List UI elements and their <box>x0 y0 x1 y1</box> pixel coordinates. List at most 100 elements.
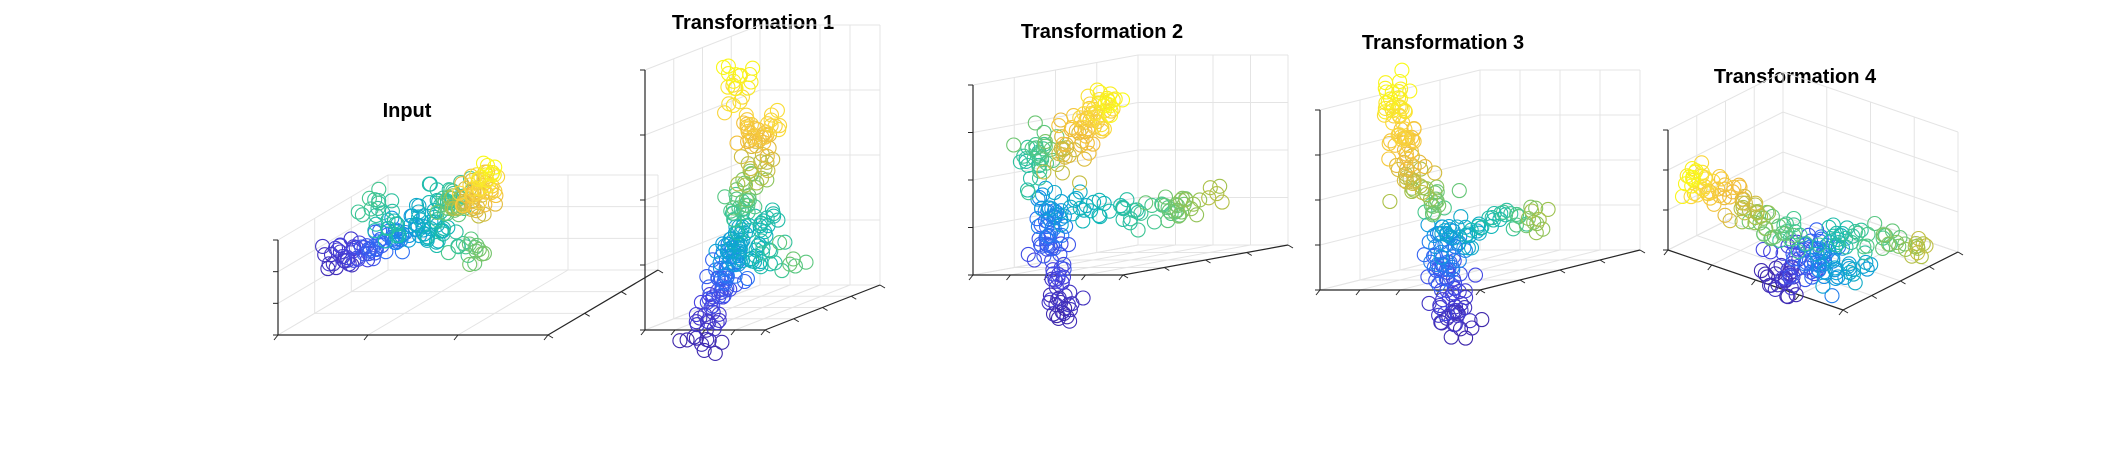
x-tick <box>1794 294 1800 301</box>
scatter-point <box>1797 256 1813 272</box>
scatter-point <box>1414 184 1430 201</box>
y-tick <box>1928 266 1935 270</box>
scatter-point <box>1433 244 1449 260</box>
scatter-point <box>679 332 695 348</box>
x-tick <box>543 334 549 341</box>
scatter-point <box>708 243 724 259</box>
x-tick <box>1395 289 1401 296</box>
scatter-point <box>787 258 803 274</box>
scatter-point <box>1034 201 1050 217</box>
scatter-point <box>1041 211 1057 227</box>
scatter-point <box>1425 198 1441 214</box>
scatter-point <box>384 203 400 219</box>
scatter-point <box>1053 217 1069 233</box>
scatter-point <box>701 291 717 307</box>
scatter-point <box>1048 273 1064 289</box>
scatter-point <box>1020 246 1036 262</box>
scatter-point <box>742 161 759 177</box>
scatter-point <box>1214 194 1230 210</box>
y-tick <box>1842 309 1849 314</box>
scatter-point <box>753 170 770 186</box>
scatter-point <box>384 210 400 226</box>
scatter-point <box>759 172 775 188</box>
x-tick <box>1707 264 1713 271</box>
scatter-point <box>1529 216 1545 232</box>
y-tick <box>879 284 886 289</box>
scatter-point <box>1171 208 1187 224</box>
scatter-point <box>1705 173 1721 189</box>
scatter-point <box>745 128 761 144</box>
scatter-points-transformation-1 <box>672 58 814 361</box>
scatter-point <box>1776 217 1792 234</box>
floor-grid-line <box>367 269 479 336</box>
scatter-point <box>1913 249 1929 265</box>
y-tick <box>1163 267 1170 271</box>
scatter-point <box>1144 197 1160 213</box>
scatter-point <box>1495 204 1512 220</box>
scatter-point <box>1423 254 1439 270</box>
panel-title-transformation-1: Transformation 1 <box>672 12 834 34</box>
scatter-point <box>1733 201 1749 217</box>
scatter-point <box>749 175 765 191</box>
panel-transformation-1: Transformation 1 <box>640 12 886 361</box>
scatter-point <box>1072 110 1088 126</box>
scatter-point <box>1474 312 1490 328</box>
scatter-point <box>1428 239 1444 255</box>
scatter-point <box>1684 178 1700 194</box>
scatter-point <box>1006 137 1022 153</box>
scatter-point <box>1406 159 1422 175</box>
scatter-point <box>1821 219 1837 235</box>
scatter-point <box>1086 194 1102 210</box>
scatter-point <box>1782 231 1798 247</box>
scatter-point <box>1786 227 1802 243</box>
panel-transformation-4: Transformation 4 <box>1663 66 1964 316</box>
scatter-point <box>730 176 746 192</box>
x-tick <box>1663 249 1669 256</box>
scatter-point <box>1030 218 1046 235</box>
scatter-point <box>753 215 769 231</box>
scatter-point <box>694 336 710 352</box>
scatter-point <box>703 299 719 315</box>
scatter-point <box>1828 270 1844 286</box>
y-tick <box>764 329 771 334</box>
scatter-point <box>1463 222 1479 238</box>
scatter-point <box>1392 73 1408 90</box>
scatter-point <box>1080 88 1096 104</box>
scatter-points-transformation-4 <box>1674 155 1934 305</box>
scatter-point <box>1467 267 1484 283</box>
scatter-point <box>1803 264 1819 280</box>
scatter-point <box>705 252 721 268</box>
scatter-point <box>751 256 767 272</box>
scatter-point <box>753 233 769 249</box>
scatter-point <box>761 242 778 258</box>
scatter-point <box>353 239 369 255</box>
scatter-point <box>1437 223 1453 239</box>
scatter-point <box>487 196 503 212</box>
scatter-point <box>1915 236 1931 252</box>
y-tick <box>1639 249 1646 254</box>
scatter-point <box>1130 222 1146 238</box>
scatter-point <box>1072 175 1088 191</box>
scatter-point <box>772 235 788 251</box>
scatter-point <box>332 237 348 253</box>
scatter-point <box>734 222 750 238</box>
scatter-point <box>761 140 777 156</box>
scatter-point <box>472 194 488 210</box>
scatter-point <box>723 203 739 219</box>
scatter-point <box>1783 280 1799 296</box>
scatter-point <box>726 73 742 89</box>
scatter-point <box>739 270 755 287</box>
scatter-point <box>707 345 723 361</box>
scatter-point <box>1062 284 1078 300</box>
scatter-point <box>1209 186 1225 202</box>
scatter-point <box>1115 200 1131 216</box>
scatter-point <box>1393 81 1409 97</box>
panel-title-transformation-2: Transformation 2 <box>1021 21 1183 43</box>
scatter-point <box>771 122 787 138</box>
scatter-point <box>1473 220 1489 236</box>
scatter-point <box>1540 201 1556 217</box>
scatter-point <box>1192 192 1208 208</box>
scatter-point <box>1026 252 1042 268</box>
scatter-point <box>1813 231 1829 247</box>
scatter-point <box>1437 306 1453 322</box>
